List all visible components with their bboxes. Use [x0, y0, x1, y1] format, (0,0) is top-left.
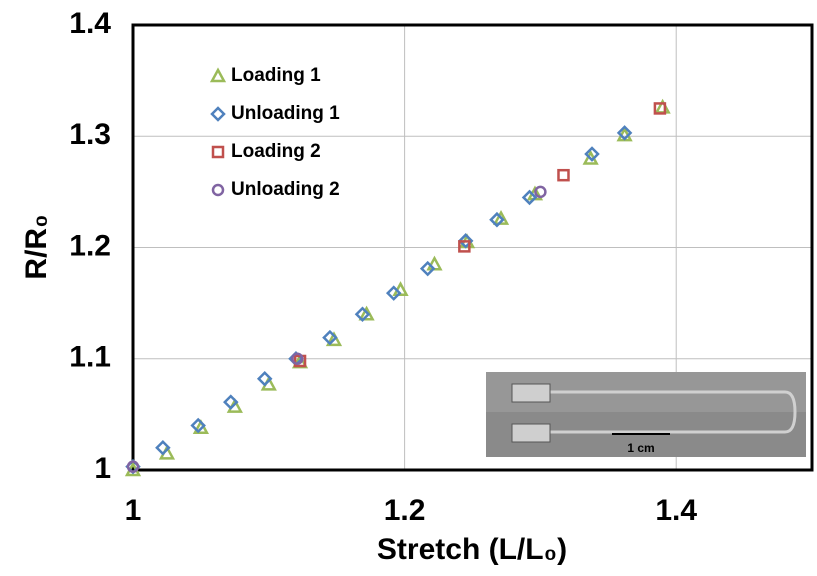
legend-label: Loading 2	[231, 141, 321, 162]
legend-label: Unloading 1	[231, 103, 340, 124]
x-tick-label: 1	[125, 494, 142, 527]
marker-square	[211, 145, 225, 159]
legend-label: Loading 1	[231, 65, 321, 86]
marker-diamond	[489, 211, 505, 228]
y-axis-title: R/R₀	[20, 214, 53, 279]
marker-circle	[126, 460, 140, 473]
marker-triangle	[209, 67, 227, 83]
marker-square	[458, 240, 471, 253]
inset-trace	[520, 390, 797, 434]
marker-circle	[534, 185, 547, 199]
marker-triangle	[226, 397, 243, 413]
x-tick-label: 1.2	[384, 494, 426, 527]
x-axis-title: Stretch (L/L₀)	[377, 533, 567, 566]
y-tick-label: 1.3	[69, 118, 111, 151]
inset-pad	[511, 383, 551, 403]
marker-diamond	[155, 439, 171, 456]
x-tick-label: 1.4	[655, 494, 697, 527]
marker-square	[557, 168, 570, 182]
marker-triangle	[492, 209, 510, 225]
inset-pad	[511, 423, 551, 443]
marker-circle	[291, 352, 304, 365]
marker-diamond	[256, 371, 273, 387]
marker-triangle	[325, 331, 343, 347]
y-tick-label: 1.2	[69, 229, 111, 262]
marker-diamond	[210, 106, 226, 122]
marker-diamond	[223, 394, 239, 410]
legend: Loading 1 Unloading 1 Loading 2 Unloading 2	[209, 65, 340, 200]
marker-diamond	[616, 125, 633, 141]
marker-circle	[211, 183, 225, 197]
legend-label: Unloading 2	[231, 179, 340, 200]
marker-diamond	[354, 306, 371, 323]
marker-diamond	[521, 189, 538, 206]
y-tick-label: 1	[94, 452, 111, 485]
scale-label: 1 cm	[627, 441, 654, 455]
marker-square	[293, 354, 307, 368]
marker-diamond	[385, 285, 402, 301]
plot-frame	[131, 23, 814, 472]
y-tick-label: 1.1	[69, 341, 111, 374]
marker-diamond	[190, 417, 206, 434]
marker-square	[653, 102, 667, 115]
marker-diamond	[457, 233, 474, 249]
inset-photo: 1 cm	[486, 372, 806, 457]
marker-diamond	[322, 329, 338, 346]
marker-diamond	[419, 260, 436, 277]
marker-diamond	[584, 146, 600, 162]
y-tick-label: 1.4	[69, 7, 111, 40]
